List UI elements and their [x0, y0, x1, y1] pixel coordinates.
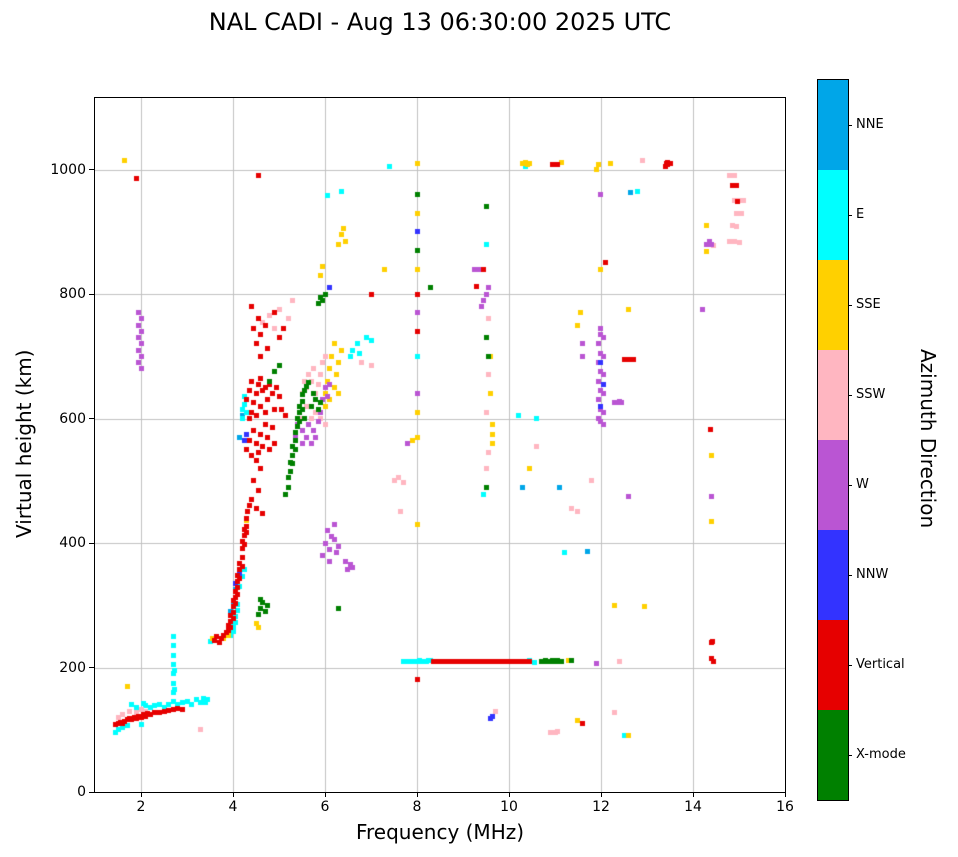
colorbar-label-w: W [856, 477, 869, 492]
colorbar-tick-mark [848, 664, 852, 666]
colorbar-legend [817, 79, 849, 801]
colorbar-segment-ssw [818, 350, 848, 440]
colorbar-tick-mark [848, 394, 852, 396]
colorbar-tick-mark [848, 574, 852, 576]
x-tick-label: 12 [592, 799, 610, 815]
x-tick-label: 2 [136, 799, 146, 815]
x-tick-label: 4 [228, 799, 238, 815]
colorbar-segment-x-mode [818, 710, 848, 800]
colorbar-axis-label: Azimuth Direction [916, 349, 940, 529]
colorbar-segment-sse [818, 260, 848, 350]
y-tick-label: 800 [59, 286, 86, 303]
colorbar-segment-nne [818, 80, 848, 170]
y-tick-mark [89, 169, 94, 171]
colorbar-label-ssw: SSW [856, 387, 886, 402]
y-tick-label: 400 [59, 535, 86, 552]
x-tick-mark [140, 793, 142, 797]
colorbar-label-vertical: Vertical [856, 657, 905, 672]
colorbar-label-nnw: NNW [856, 567, 889, 582]
y-tick-label: 600 [59, 410, 86, 427]
x-tick-mark [508, 793, 510, 797]
colorbar-label-x-mode: X-mode [856, 747, 906, 762]
x-tick-label: 6 [320, 799, 330, 815]
x-axis-label: Frequency (MHz) [355, 820, 525, 844]
x-tick-label: 8 [412, 799, 422, 815]
colorbar-tick-mark [848, 484, 852, 486]
x-tick-mark [600, 793, 602, 797]
x-tick-mark [784, 793, 786, 797]
x-tick-label: 10 [500, 799, 518, 815]
colorbar-tick-mark [848, 214, 852, 216]
y-tick-mark [89, 542, 94, 544]
colorbar-segment-nnw [818, 530, 848, 620]
y-tick-mark [89, 418, 94, 420]
y-tick-mark [89, 667, 94, 669]
colorbar-label-e: E [856, 207, 865, 222]
y-tick-mark [89, 791, 94, 793]
y-tick-label: 200 [59, 659, 86, 676]
y-tick-mark [89, 293, 94, 295]
y-axis-label: Virtual height (km) [12, 349, 36, 539]
colorbar-tick-mark [848, 124, 852, 126]
colorbar-segment-w [818, 440, 848, 530]
x-tick-label: 16 [776, 799, 794, 815]
plot-area [94, 97, 786, 793]
colorbar-segment-e [818, 170, 848, 260]
y-tick-label: 0 [77, 784, 86, 800]
colorbar-label-nne: NNE [856, 117, 884, 132]
colorbar-label-sse: SSE [856, 297, 881, 312]
x-tick-mark [692, 793, 694, 797]
x-tick-mark [232, 793, 234, 797]
colorbar-tick-mark [848, 754, 852, 756]
colorbar-tick-mark [848, 304, 852, 306]
x-tick-mark [416, 793, 418, 797]
chart-title: NAL CADI - Aug 13 06:30:00 2025 UTC [208, 8, 672, 36]
y-tick-label: 1000 [50, 161, 86, 178]
colorbar-segment-vertical [818, 620, 848, 710]
scatter-canvas [95, 98, 785, 792]
x-tick-label: 14 [684, 799, 702, 815]
x-tick-mark [324, 793, 326, 797]
